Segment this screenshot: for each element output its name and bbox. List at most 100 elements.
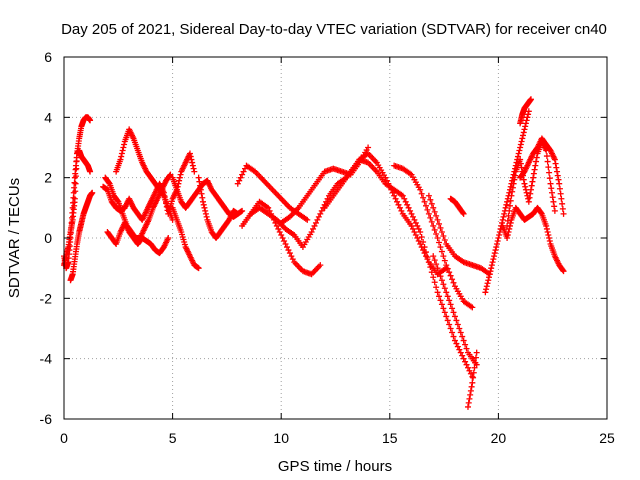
data-point (411, 216, 418, 223)
data-point (512, 172, 519, 179)
data-point (285, 247, 292, 254)
data-point (286, 250, 293, 257)
data-point (317, 210, 324, 217)
data-point (527, 186, 534, 193)
data-point (438, 248, 445, 255)
data-point (488, 265, 495, 272)
data-point (453, 317, 460, 324)
data-point (425, 210, 432, 217)
data-point (234, 210, 241, 217)
data-point (324, 195, 331, 202)
data-point (417, 186, 424, 193)
data-point (470, 374, 477, 381)
data-point (236, 177, 243, 184)
data-point (558, 195, 565, 202)
data-point (408, 210, 415, 217)
data-point (501, 210, 508, 217)
data-point (314, 216, 321, 223)
data-point (460, 337, 467, 344)
data-point (470, 369, 477, 376)
data-point (415, 238, 422, 245)
data-point (446, 321, 453, 328)
data-point (189, 162, 196, 169)
x-tick-label: 0 (60, 430, 68, 446)
data-point (543, 222, 550, 229)
series-arc-19 (464, 349, 480, 410)
data-point (502, 204, 509, 211)
data-point (551, 203, 558, 210)
data-point (424, 206, 431, 213)
data-point (430, 222, 437, 229)
data-point (401, 195, 408, 202)
data-point (555, 176, 562, 183)
data-point (407, 207, 414, 214)
data-point (506, 202, 513, 209)
data-point (457, 329, 464, 336)
data-point (237, 174, 244, 181)
data-point (560, 210, 567, 217)
data-point (118, 150, 125, 157)
data-point (289, 256, 296, 263)
data-point (423, 202, 429, 209)
data-point (538, 209, 545, 216)
data-point (191, 168, 198, 175)
data-point (525, 108, 532, 115)
data-point (71, 195, 78, 202)
data-point (527, 96, 534, 103)
data-point (490, 256, 497, 263)
data-point (467, 391, 474, 398)
data-point (402, 198, 409, 205)
data-point (495, 235, 502, 241)
data-point (516, 147, 523, 154)
data-point (493, 241, 500, 248)
x-tick-label: 10 (273, 430, 289, 446)
data-point (428, 269, 435, 276)
data-point (517, 160, 524, 167)
data-point (437, 224, 444, 231)
data-point (195, 174, 202, 181)
data-point (545, 164, 552, 171)
data-point (310, 225, 317, 232)
data-point (425, 192, 432, 199)
data-point (304, 216, 311, 223)
data-point (465, 399, 472, 406)
data-point (467, 370, 474, 377)
data-point (447, 272, 454, 279)
data-point (521, 180, 528, 187)
series-arc-24 (499, 204, 567, 275)
data-point (240, 168, 247, 175)
data-point (546, 175, 553, 182)
data-point (559, 205, 566, 212)
data-point (529, 178, 536, 185)
series-arc-14 (278, 144, 372, 226)
data-point (560, 268, 567, 275)
data-point (427, 264, 434, 271)
data-point (522, 186, 529, 193)
x-tick-label: 5 (169, 430, 177, 446)
series-arc-22 (482, 108, 532, 296)
data-point (489, 259, 496, 266)
data-point (197, 186, 204, 193)
data-point (521, 126, 528, 133)
data-point (311, 222, 318, 229)
data-point (239, 207, 246, 214)
data-point (409, 213, 416, 220)
data-point (519, 135, 526, 142)
data-point (491, 250, 498, 257)
data-point (483, 283, 490, 290)
data-point (497, 225, 504, 232)
y-tick-label: 0 (44, 230, 52, 246)
data-point (273, 222, 280, 229)
data-point (451, 313, 458, 320)
data-point (472, 354, 479, 361)
data-point (160, 191, 167, 198)
data-point (197, 182, 204, 189)
data-point (433, 212, 440, 219)
data-point (281, 238, 288, 245)
data-point (412, 219, 419, 226)
data-point (559, 267, 566, 274)
data-point (449, 305, 456, 312)
data-point (186, 150, 193, 157)
data-point (315, 213, 322, 220)
data-point (440, 253, 447, 260)
